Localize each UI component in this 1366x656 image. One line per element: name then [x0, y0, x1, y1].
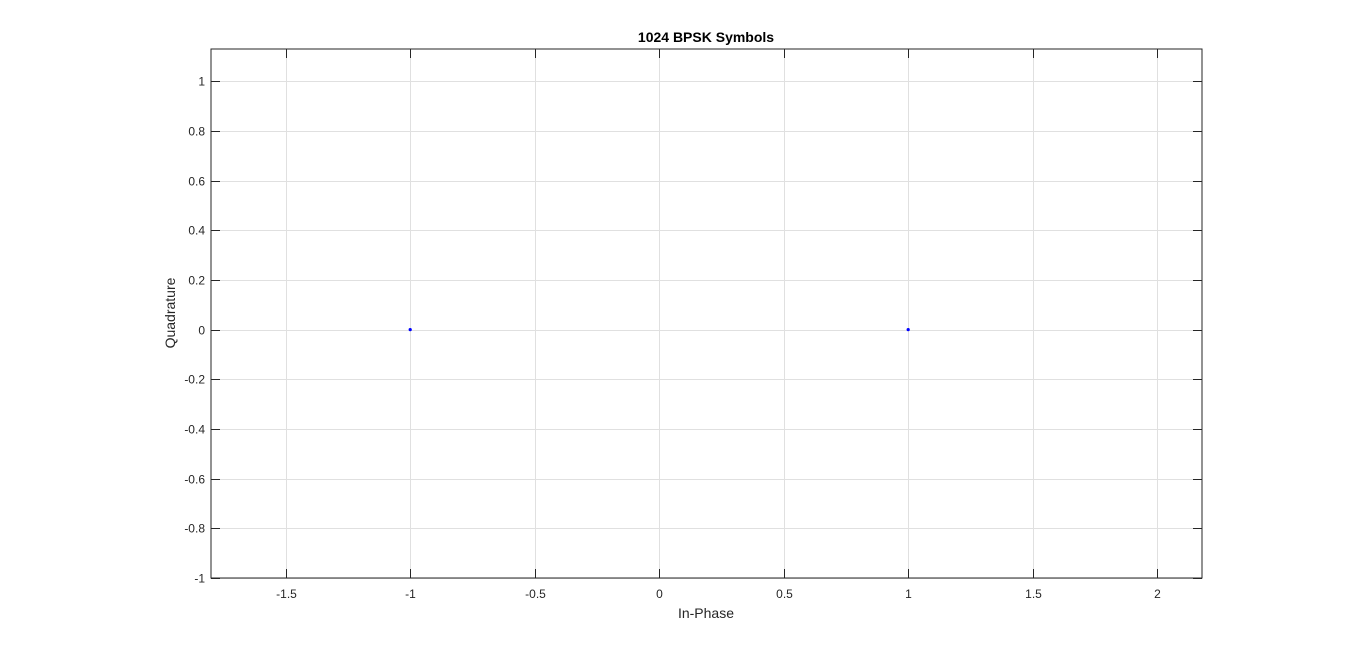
x-tick-label: 1	[905, 587, 912, 601]
y-tick-label: 0.6	[188, 175, 205, 189]
data-points	[408, 328, 910, 332]
y-tick-label: 0.8	[188, 125, 205, 139]
y-axis-label: Quadrature	[162, 277, 178, 348]
x-axis-label: In-Phase	[678, 605, 734, 621]
x-tick-label: 0	[656, 587, 663, 601]
x-tick-label: 0.5	[776, 587, 793, 601]
y-tick-label: 0	[198, 324, 205, 338]
y-tick-label: -0.6	[184, 473, 205, 487]
y-tick-label: -1	[194, 572, 205, 586]
x-tick-labels: -1.5 -1 -0.5 0 0.5 1 1.5 2	[276, 587, 1161, 601]
y-tick-label: -0.8	[184, 522, 205, 536]
x-tick-label: -0.5	[525, 587, 546, 601]
x-tick-label: -1.5	[276, 587, 297, 601]
data-point	[906, 328, 910, 332]
x-tick-label: 1.5	[1025, 587, 1042, 601]
chart-title: 1024 BPSK Symbols	[638, 29, 774, 45]
x-tick-label: 2	[1154, 587, 1161, 601]
y-tick-labels: -1 -0.8 -0.6 -0.4 -0.2 0 0.2 0.4 0.6 0.8 1	[184, 75, 205, 586]
ticks	[211, 49, 1202, 579]
y-tick-label: -0.2	[184, 373, 205, 387]
grid	[211, 49, 1202, 579]
y-tick-label: 1	[198, 75, 205, 89]
data-point	[408, 328, 412, 332]
x-tick-label: -1	[405, 587, 416, 601]
y-tick-label: 0.4	[188, 224, 205, 238]
y-tick-label: -0.4	[184, 423, 205, 437]
y-tick-label: 0.2	[188, 274, 205, 288]
axes-box	[210, 48, 1203, 579]
